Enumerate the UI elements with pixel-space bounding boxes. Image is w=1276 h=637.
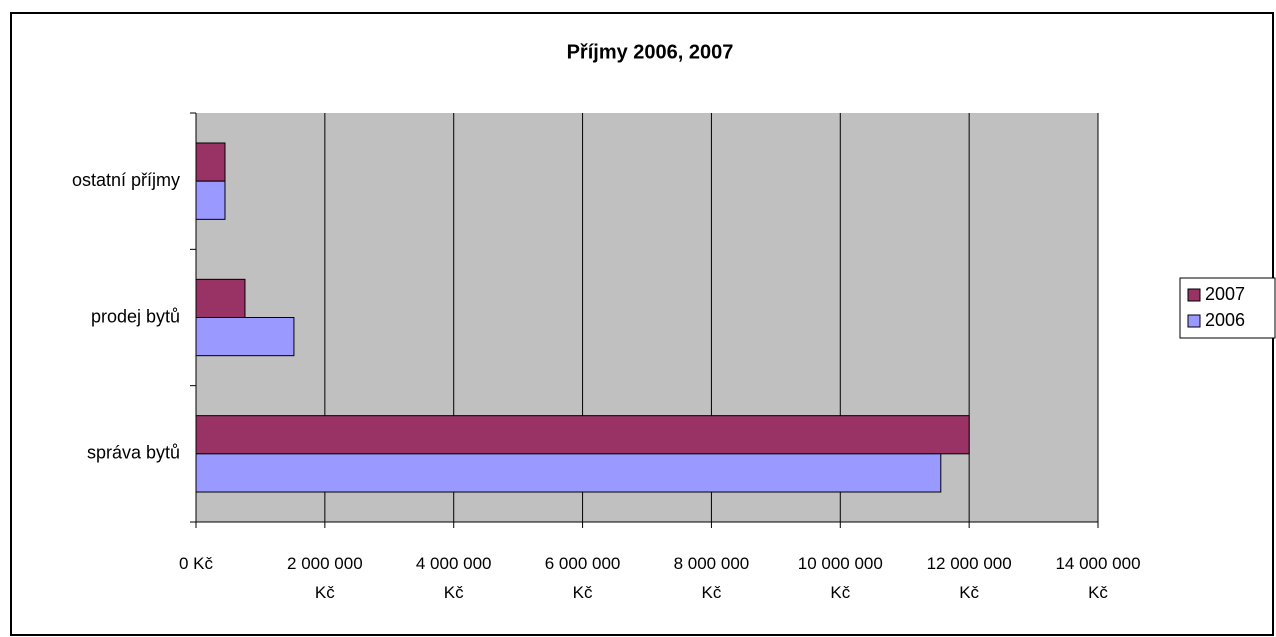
bar	[195, 453, 942, 493]
x-tick-label: 14 000 000 Kč	[1055, 554, 1141, 602]
legend-swatch	[1187, 314, 1201, 328]
bar	[195, 278, 246, 318]
bar	[195, 180, 226, 220]
y-tick-label: prodej bytů	[91, 306, 180, 326]
x-tick-label: 6 000 000 Kč	[544, 554, 621, 602]
x-tick-label: 4 000 000 Kč	[415, 554, 492, 602]
x-tick-label: 12 000 000 Kč	[926, 554, 1012, 602]
legend-swatch	[1187, 288, 1201, 302]
bar	[195, 317, 295, 357]
bar	[195, 415, 970, 455]
y-tick-label: správa bytů	[87, 443, 180, 463]
legend-label: 2007	[1205, 284, 1245, 304]
x-tick-label: 10 000 000 Kč	[797, 554, 883, 602]
y-tick-label: ostatní příjmy	[72, 170, 180, 190]
x-tick-label: 8 000 000 Kč	[673, 554, 750, 602]
x-tick-label: 2 000 000 Kč	[287, 554, 363, 602]
chart-title: Příjmy 2006, 2007	[567, 41, 734, 63]
x-tick-label: 0 Kč	[178, 554, 214, 573]
bar	[195, 142, 226, 182]
legend-box	[1179, 277, 1276, 339]
legend-label: 2006	[1205, 310, 1245, 330]
